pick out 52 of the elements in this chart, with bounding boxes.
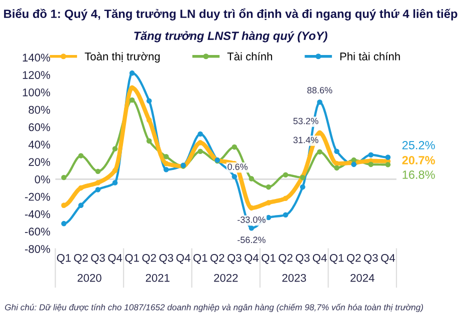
y-tick-label: -60%	[25, 228, 50, 236]
x-tick-label: Q3	[296, 254, 310, 264]
x-tick-label: Q3	[364, 254, 378, 264]
x-tick-label: Q1	[330, 254, 344, 264]
legend-label: Phi tài chính	[340, 52, 400, 60]
y-tick-label: 80%	[28, 106, 50, 114]
x-tick-label: Q4	[381, 254, 396, 264]
chart-title: Biểu đồ 1: Quý 4, Tăng trưởng LN duy trì ổn định và đi ngang quý thứ 4 liên tiếp	[4, 8, 458, 20]
x-tick-label: Q2	[210, 254, 224, 264]
data-label: -56.2%	[238, 236, 266, 244]
text: Ghi chú: Dữ liệu được tính cho 1087/1652 doanh nghiệp và ngân hàng (chiếm 98,7% vốn hóa toàn thị trường)	[5, 304, 423, 312]
text: 2021	[146, 274, 170, 282]
x-tick-label: Q2	[278, 254, 292, 264]
text: 2024	[350, 274, 374, 282]
y-tick-label: 0%	[34, 175, 50, 184]
y-tick-label: 20%	[28, 158, 50, 166]
x-tick-label: Q1	[262, 254, 276, 264]
data-label: 53.2%	[293, 118, 318, 124]
x-tick-label: Q1	[125, 254, 139, 264]
data-label: 25.2%	[402, 140, 435, 150]
x-tick-label: Q3	[228, 254, 242, 264]
y-tick-label: 100%	[22, 88, 50, 96]
data-label: 88.6%	[307, 87, 332, 94]
x-tick-label: Q4	[312, 254, 327, 264]
x-tick-label: Q4	[176, 254, 190, 264]
y-tick-label: 120%	[22, 71, 50, 79]
data-label: 20.7%	[402, 156, 435, 164]
legend-label: Tài chính	[227, 52, 272, 60]
y-tick-label: -80%	[25, 245, 50, 253]
y-tick-label: -40%	[25, 210, 50, 218]
x-tick-label: Q3	[91, 254, 105, 264]
x-tick-label: Q4	[108, 254, 122, 264]
y-tick-label: 40%	[28, 140, 50, 149]
y-tick-label: -20%	[25, 192, 50, 201]
x-tick-label: Q4	[244, 254, 259, 264]
data-label: 31.4%	[293, 136, 318, 144]
data-label: 16.8%	[402, 170, 435, 179]
text: 2022	[214, 274, 238, 282]
x-tick-label: Q2	[142, 254, 156, 264]
text: 2023	[282, 274, 306, 282]
x-tick-label: Q1	[193, 254, 208, 264]
x-tick-label: Q1	[56, 254, 71, 264]
x-tick-label: Q3	[159, 254, 174, 264]
chart-subtitle: Tăng trưởng LNST hàng quý (YoY)	[134, 31, 328, 42]
y-tick-label: 140%	[22, 54, 50, 62]
data-label: 0.6%	[228, 164, 248, 170]
y-tick-label: 60%	[28, 123, 50, 132]
legend-label: Toàn thị trường	[84, 52, 160, 63]
x-tick-label: Q2	[346, 254, 361, 264]
text: 2020	[78, 274, 102, 282]
data-label: -33.0%	[238, 216, 266, 223]
x-tick-label: Q2	[74, 254, 88, 264]
